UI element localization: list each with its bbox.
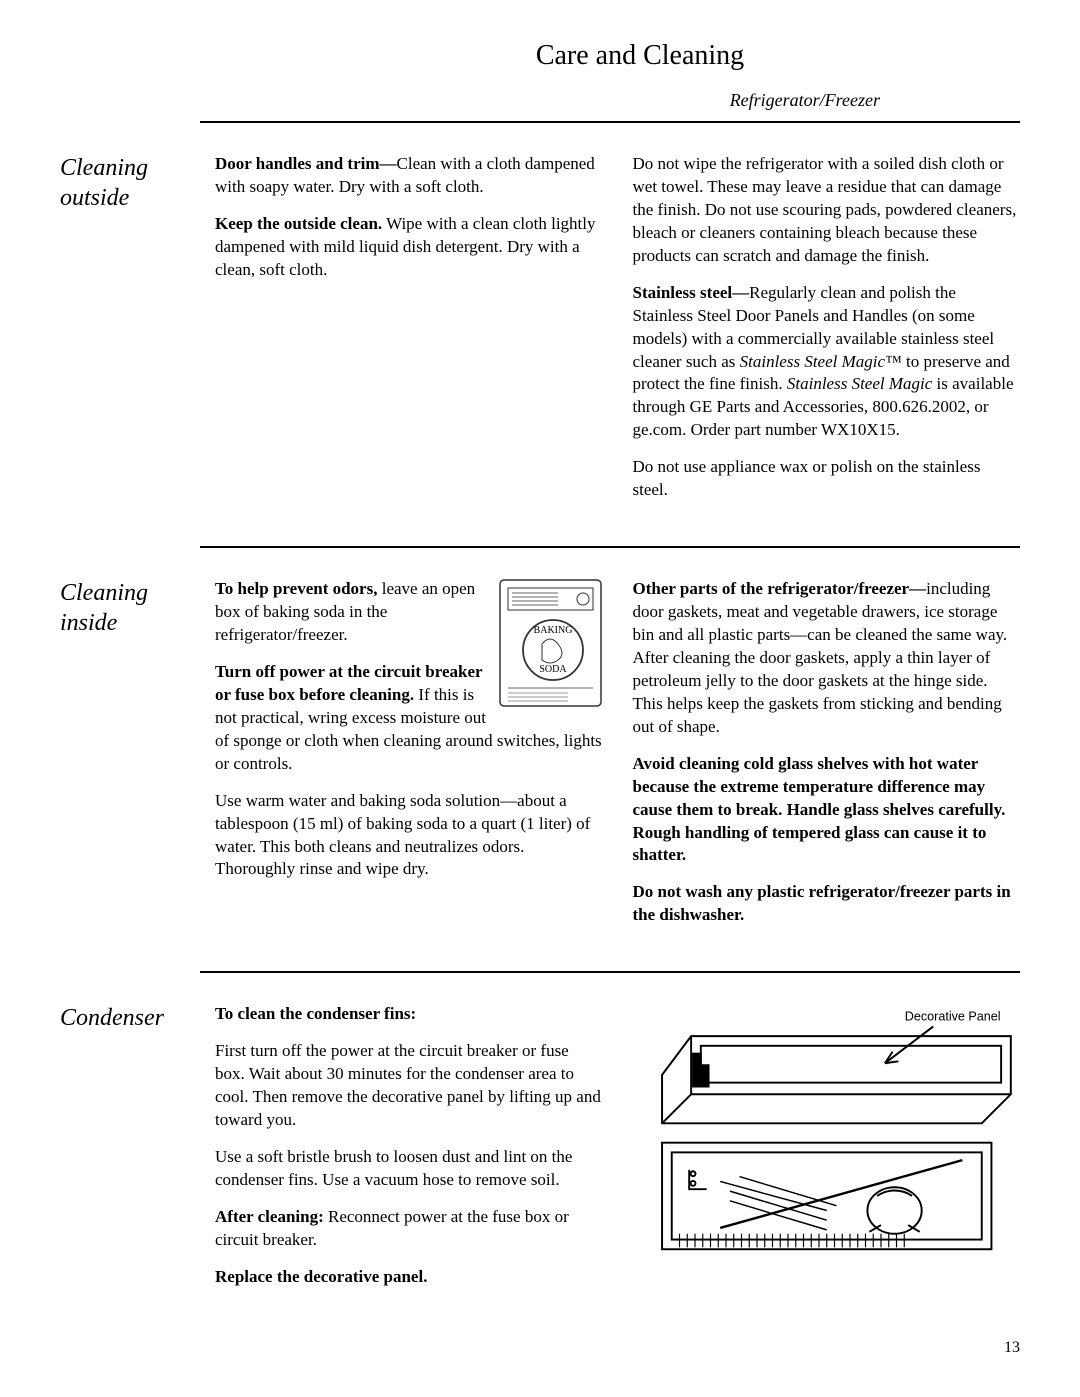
bold-run: Stainless steel— <box>633 283 750 302</box>
baking-soda-icon: BAKING SODA <box>498 578 603 708</box>
paragraph: Door handles and trim—Clean with a cloth… <box>215 153 603 199</box>
column-left: To clean the condenser fins: First turn … <box>215 1003 603 1302</box>
paragraph: Do not use appliance wax or polish on th… <box>633 456 1021 502</box>
bold-run: Other parts of the refrigerator/freezer— <box>633 579 927 598</box>
column-right: Other parts of the refrigerator/freezer—… <box>633 578 1021 941</box>
baking-label: BAKING <box>533 625 572 636</box>
divider <box>200 546 1020 548</box>
section-condenser: Condenser To clean the condenser fins: F… <box>60 1003 1020 1302</box>
section-cleaning-outside: Cleaning outside Door handles and trim—C… <box>60 153 1020 516</box>
bold-run: To help prevent odors, <box>215 579 377 598</box>
section-label: Condenser <box>60 1003 215 1302</box>
paragraph: Other parts of the refrigerator/freezer—… <box>633 578 1021 739</box>
paragraph-bold: Do not wash any plastic refrigerator/fre… <box>633 881 1021 927</box>
text-run: including door gaskets, meat and vegetab… <box>633 579 1008 736</box>
column-right: Do not wipe the refrigerator with a soil… <box>633 153 1021 516</box>
soda-label: SODA <box>539 664 567 675</box>
page-subtitle: Refrigerator/Freezer <box>60 90 880 111</box>
page-title: Care and Cleaning <box>260 40 1020 72</box>
column-left: BAKING SODA To help prevent odors, leave… <box>215 578 603 941</box>
paragraph: Use a soft bristle brush to loosen dust … <box>215 1146 603 1192</box>
paragraph: Keep the outside clean. Wipe with a clea… <box>215 213 603 282</box>
section-label: Cleaning outside <box>60 153 215 516</box>
bold-run: After cleaning: <box>215 1207 324 1226</box>
paragraph: Use warm water and baking soda solution—… <box>215 790 603 882</box>
bold-run: Door handles and trim— <box>215 154 397 173</box>
column-left: Door handles and trim—Clean with a cloth… <box>215 153 603 516</box>
page-number: 13 <box>1004 1339 1020 1357</box>
paragraph: Stainless steel—Regularly clean and poli… <box>633 282 1021 443</box>
column-right: Decorative Panel <box>633 1003 1021 1302</box>
bold-run: Keep the outside clean. <box>215 214 382 233</box>
paragraph-bold: Replace the decorative panel. <box>215 1266 603 1289</box>
section-cleaning-inside: Cleaning inside BAKING SODA <box>60 578 1020 941</box>
paragraph-bold: To clean the condenser fins: <box>215 1003 603 1026</box>
paragraph-bold: Avoid cleaning cold glass shelves with h… <box>633 753 1021 868</box>
italic-run: Stainless Steel Magic <box>787 374 932 393</box>
divider <box>200 971 1020 973</box>
italic-run: Stainless Steel Magic™ <box>740 352 902 371</box>
condenser-diagram-icon: Decorative Panel <box>633 1003 1021 1263</box>
paragraph: First turn off the power at the circuit … <box>215 1040 603 1132</box>
paragraph: After cleaning: Reconnect power at the f… <box>215 1206 603 1252</box>
divider <box>200 121 1020 123</box>
diagram-label: Decorative Panel <box>904 1010 1000 1024</box>
section-label: Cleaning inside <box>60 578 215 941</box>
paragraph: Do not wipe the refrigerator with a soil… <box>633 153 1021 268</box>
